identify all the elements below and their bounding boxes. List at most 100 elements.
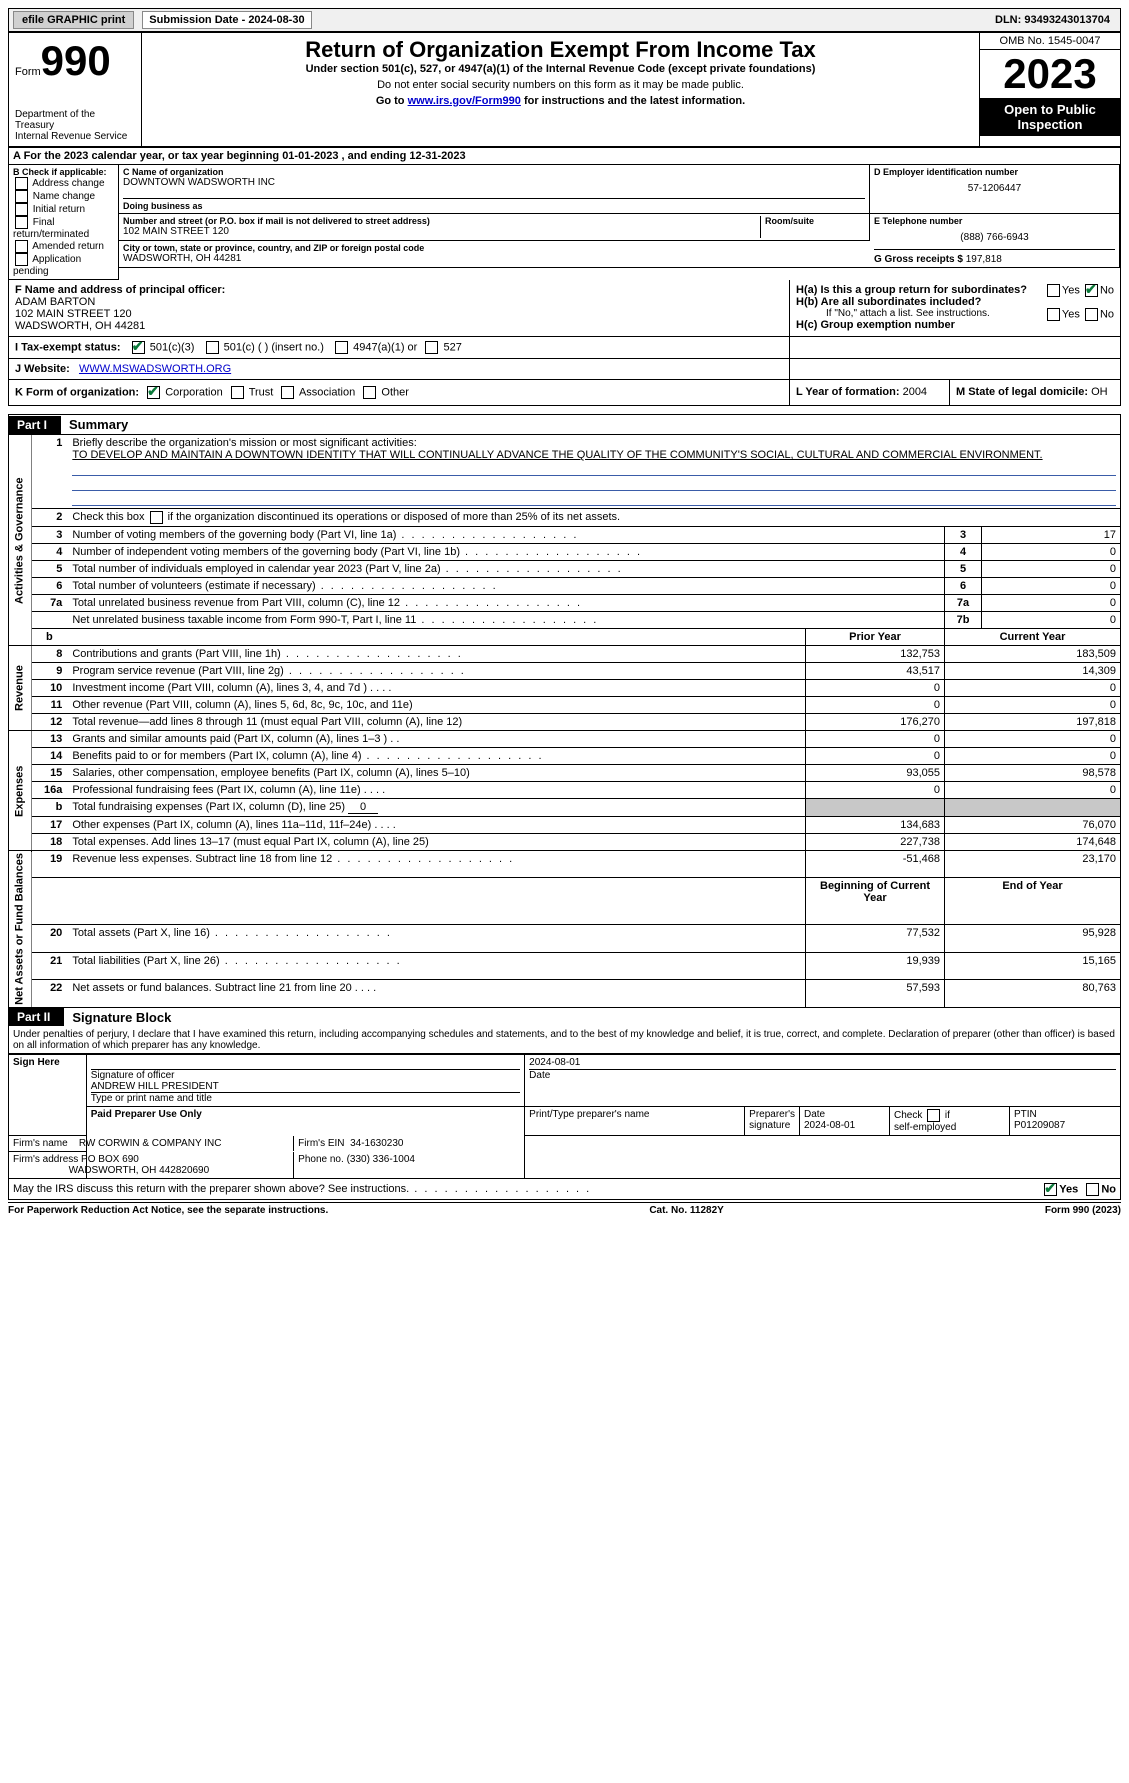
firm-addr-label: Firm's address: [13, 1154, 78, 1165]
officer-addr1: 102 MAIN STREET 120: [15, 308, 132, 320]
firm-addr2: WADSWORTH, OH 442820690: [69, 1165, 210, 1176]
mission-text: TO DEVELOP AND MAINTAIN A DOWNTOWN IDENT…: [72, 449, 1042, 461]
c8: 183,509: [945, 646, 1121, 663]
p10: 0: [806, 680, 945, 697]
tab-netassets: Net Assets or Fund Balances: [9, 851, 32, 1008]
chk-pending[interactable]: Application pending: [13, 253, 114, 277]
p12: 176,270: [806, 714, 945, 731]
l14: Benefits paid to or for members (Part IX…: [72, 750, 543, 762]
phone-label: E Telephone number: [874, 216, 1115, 226]
p21: 19,939: [806, 952, 945, 979]
p13: 0: [806, 731, 945, 748]
p11: 0: [806, 697, 945, 714]
chk-trust[interactable]: [231, 386, 244, 399]
l20: Total assets (Part X, line 16): [72, 927, 392, 939]
l9: Program service revenue (Part VIII, line…: [72, 665, 466, 677]
l7a: Total unrelated business revenue from Pa…: [72, 597, 582, 609]
domicile: OH: [1091, 386, 1108, 398]
chk-amended[interactable]: Amended return: [13, 240, 114, 253]
officer-label: F Name and address of principal officer:: [15, 284, 225, 296]
l3: Number of voting members of the governin…: [72, 529, 578, 541]
chk-assoc[interactable]: [281, 386, 294, 399]
p15: 93,055: [806, 765, 945, 782]
footer-left: For Paperwork Reduction Act Notice, see …: [8, 1205, 328, 1216]
discuss-yes[interactable]: [1044, 1183, 1057, 1196]
v7b: 0: [982, 612, 1121, 629]
officer-name: ADAM BARTON: [15, 296, 95, 308]
phone-value: (888) 766-6943: [874, 232, 1115, 243]
c17: 76,070: [945, 817, 1121, 834]
form-label: Form: [15, 66, 41, 78]
c13: 0: [945, 731, 1121, 748]
section-a: A For the 2023 calendar year, or tax yea…: [8, 147, 1121, 165]
firm-phone: (330) 336-1004: [347, 1154, 415, 1165]
form-org-label: K Form of organization:: [15, 386, 139, 398]
self-employed[interactable]: Check ifself-employed: [890, 1107, 1010, 1135]
row-j: J Website: WWW.MSWADSWORTH.ORG: [8, 359, 1121, 380]
org-name: DOWNTOWN WADSWORTH INC: [123, 177, 865, 188]
l12: Total revenue—add lines 8 through 11 (mu…: [72, 716, 462, 728]
footer-center: Cat. No. 11282Y: [649, 1205, 723, 1216]
officer-addr2: WADSWORTH, OH 44281: [15, 320, 145, 332]
website-label: J Website:: [15, 363, 70, 375]
v7a: 0: [982, 595, 1121, 612]
l8: Contributions and grants (Part VIII, lin…: [72, 648, 463, 660]
prep-date: 2024-08-01: [804, 1120, 855, 1131]
chk-name[interactable]: Name change: [13, 190, 114, 203]
l22: Net assets or fund balances. Subtract li…: [72, 982, 351, 994]
firm-name-label: Firm's name: [13, 1138, 68, 1149]
hdr-end: End of Year: [945, 878, 1121, 925]
chk-final[interactable]: Final return/terminated: [13, 216, 114, 240]
chk-501c3[interactable]: [132, 341, 145, 354]
officer-signed: ANDREW HILL PRESIDENT: [91, 1081, 520, 1092]
hdr-prior: Prior Year: [806, 629, 945, 646]
c20: 95,928: [945, 925, 1121, 952]
row-fh: F Name and address of principal officer:…: [8, 280, 1121, 337]
type-label: Type or print name and title: [91, 1092, 520, 1104]
page-footer: For Paperwork Reduction Act Notice, see …: [8, 1202, 1121, 1218]
firm-ein: 34-1630230: [350, 1138, 403, 1149]
subtitle-1: Under section 501(c), 527, or 4947(a)(1)…: [148, 63, 973, 75]
c12: 197,818: [945, 714, 1121, 731]
sign-here: Sign Here: [9, 1054, 87, 1135]
l13: Grants and similar amounts paid (Part IX…: [72, 733, 387, 745]
ein-label: D Employer identification number: [874, 167, 1115, 177]
v6: 0: [982, 578, 1121, 595]
l7b: Net unrelated business taxable income fr…: [72, 614, 598, 626]
l6: Total number of volunteers (estimate if …: [72, 580, 497, 592]
c14: 0: [945, 748, 1121, 765]
footer-right: Form 990 (2023): [1045, 1205, 1121, 1216]
part2-header: Part II Signature Block: [8, 1008, 1121, 1027]
c9: 14,309: [945, 663, 1121, 680]
chk-corp[interactable]: [147, 386, 160, 399]
l1-label: Briefly describe the organization's miss…: [72, 437, 416, 449]
l16b: Total fundraising expenses (Part IX, col…: [72, 801, 345, 813]
city-value: WADSWORTH, OH 44281: [123, 253, 866, 264]
chk-4947[interactable]: [335, 341, 348, 354]
summary-table: Activities & Governance 1 Briefly descri…: [8, 434, 1121, 1008]
l11: Other revenue (Part VIII, column (A), li…: [72, 699, 412, 711]
l15: Salaries, other compensation, employee b…: [72, 767, 469, 779]
subtitle-2: Do not enter social security numbers on …: [148, 79, 973, 91]
chk-address[interactable]: Address change: [13, 177, 114, 190]
part1-header: Part I Summary: [8, 414, 1121, 434]
l4: Number of independent voting members of …: [72, 546, 642, 558]
chk-initial[interactable]: Initial return: [13, 203, 114, 216]
row-klm: K Form of organization: Corporation Trus…: [8, 380, 1121, 406]
addr-value: 102 MAIN STREET 120: [123, 226, 760, 237]
website-link[interactable]: WWW.MSWADSWORTH.ORG: [79, 363, 231, 375]
dba-label: Doing business as: [123, 198, 865, 211]
form-number: 990: [41, 37, 111, 84]
discuss-no[interactable]: [1086, 1183, 1099, 1196]
efile-button[interactable]: efile GRAPHIC print: [13, 11, 134, 29]
part1-title: Summary: [61, 415, 136, 434]
open-inspection: Open to Public Inspection: [980, 98, 1120, 136]
c18: 174,648: [945, 834, 1121, 851]
tab-revenue: Revenue: [9, 646, 32, 731]
p20: 77,532: [806, 925, 945, 952]
chk-501c[interactable]: [206, 341, 219, 354]
chk-527[interactable]: [425, 341, 438, 354]
l17: Other expenses (Part IX, column (A), lin…: [72, 819, 371, 831]
chk-other[interactable]: [363, 386, 376, 399]
irs-link[interactable]: www.irs.gov/Form990: [408, 95, 521, 107]
